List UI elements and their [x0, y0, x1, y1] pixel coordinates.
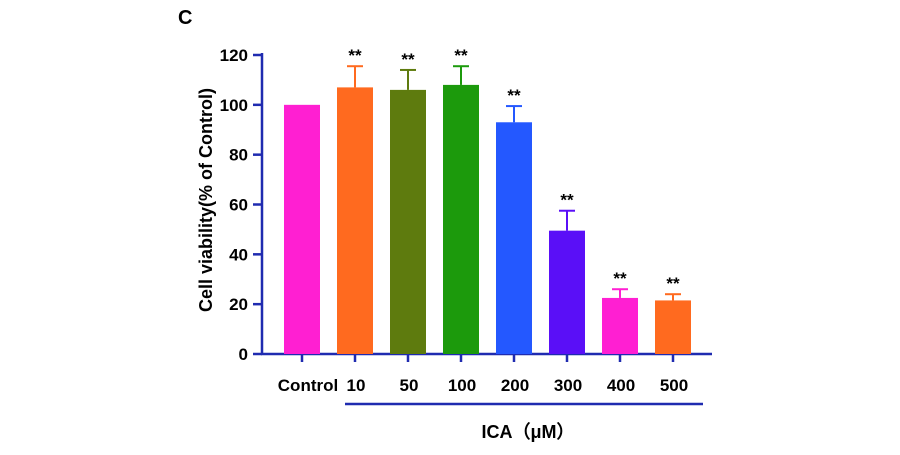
x-axis-title: ICA（μM） [481, 422, 574, 442]
panel-label: C [178, 7, 192, 29]
significance-labels: ** ** ** ** ** ** ** [348, 46, 680, 293]
x-axis [261, 352, 712, 362]
significance-label: ** [560, 191, 574, 210]
significance-label: ** [507, 86, 521, 105]
category-label: 50 [400, 376, 419, 395]
bars [284, 84, 691, 355]
bar-300 [549, 230, 585, 354]
bar-100 [443, 84, 479, 355]
bar-400 [602, 297, 638, 354]
category-label: 200 [501, 376, 529, 395]
bar-10 [337, 87, 373, 355]
y-axis-title: Cell viability(% of Control) [196, 88, 216, 312]
category-label: 10 [347, 376, 366, 395]
bar-50 [390, 89, 426, 354]
significance-label: ** [454, 46, 468, 65]
error-bars [347, 65, 681, 301]
category-label: 300 [554, 376, 582, 395]
y-axis: 0 20 40 60 80 100 120 [220, 46, 264, 364]
category-label: 500 [660, 376, 688, 395]
y-tick-label: 40 [229, 245, 248, 264]
significance-label: ** [348, 46, 362, 65]
y-tick-label: 120 [220, 46, 248, 65]
significance-label: ** [613, 269, 627, 288]
category-label: 100 [448, 376, 476, 395]
significance-label: ** [666, 274, 680, 293]
category-labels: Control 10 50 100 200 300 400 500 [278, 376, 688, 395]
y-tick-label: 80 [229, 146, 248, 165]
y-tick-label: 20 [229, 295, 248, 314]
category-label: Control [278, 376, 338, 395]
y-tick-label: 0 [239, 345, 248, 364]
y-tick-label: 100 [220, 96, 248, 115]
bar-control [284, 104, 320, 354]
y-tick-label: 60 [229, 196, 248, 215]
category-label: 400 [607, 376, 635, 395]
bar-500 [655, 300, 691, 354]
significance-label: ** [401, 50, 415, 69]
bar-200 [496, 122, 532, 355]
